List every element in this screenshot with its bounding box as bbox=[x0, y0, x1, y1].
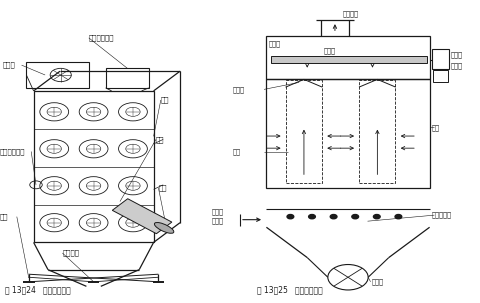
Text: 外盖: 外盖 bbox=[158, 185, 167, 191]
Text: 喷吹管: 喷吹管 bbox=[324, 47, 336, 54]
Text: 静压箱: 静压箱 bbox=[2, 62, 15, 68]
Text: 箱体: 箱体 bbox=[432, 124, 440, 131]
Text: 卸灰阀: 卸灰阀 bbox=[372, 278, 384, 285]
Bar bbox=[432, 49, 449, 69]
Bar bbox=[34, 91, 154, 242]
Text: 图 13－25   滤筒垂直布置: 图 13－25 滤筒垂直布置 bbox=[257, 285, 323, 294]
Text: 脉冲阀: 脉冲阀 bbox=[450, 62, 462, 69]
Text: 灰斗出口: 灰斗出口 bbox=[62, 250, 79, 256]
Bar bbox=[433, 70, 448, 82]
Circle shape bbox=[287, 215, 294, 219]
Text: 压力表安装孔: 压力表安装孔 bbox=[0, 148, 25, 155]
Circle shape bbox=[395, 215, 402, 219]
Circle shape bbox=[352, 215, 359, 219]
Bar bbox=[106, 68, 149, 88]
Text: 外壳: 外壳 bbox=[161, 97, 169, 103]
Text: 滤筒: 滤筒 bbox=[156, 136, 165, 143]
Text: 气流分布板: 气流分布板 bbox=[432, 212, 452, 218]
Text: 导流板: 导流板 bbox=[233, 86, 245, 93]
Text: 净气室: 净气室 bbox=[269, 41, 281, 47]
Text: 框架: 框架 bbox=[0, 213, 9, 220]
Text: 净气出口: 净气出口 bbox=[342, 10, 358, 17]
Bar bbox=[271, 56, 427, 63]
Ellipse shape bbox=[155, 222, 174, 233]
Text: 气入口: 气入口 bbox=[211, 218, 223, 225]
Circle shape bbox=[330, 215, 337, 219]
Circle shape bbox=[309, 215, 315, 219]
Bar bbox=[360, 80, 396, 183]
Polygon shape bbox=[112, 199, 172, 234]
Text: 图 13－24   滤筒倾斜布置: 图 13－24 滤筒倾斜布置 bbox=[5, 285, 71, 294]
Text: 滤筒: 滤筒 bbox=[233, 148, 241, 155]
Text: 储气包: 储气包 bbox=[450, 52, 462, 58]
Text: 含尘空: 含尘空 bbox=[211, 209, 223, 215]
Bar bbox=[266, 36, 430, 188]
Bar bbox=[286, 80, 322, 183]
Circle shape bbox=[373, 215, 380, 219]
Bar bbox=[26, 62, 89, 88]
Text: 含尘气体入口: 含尘气体入口 bbox=[89, 35, 114, 41]
